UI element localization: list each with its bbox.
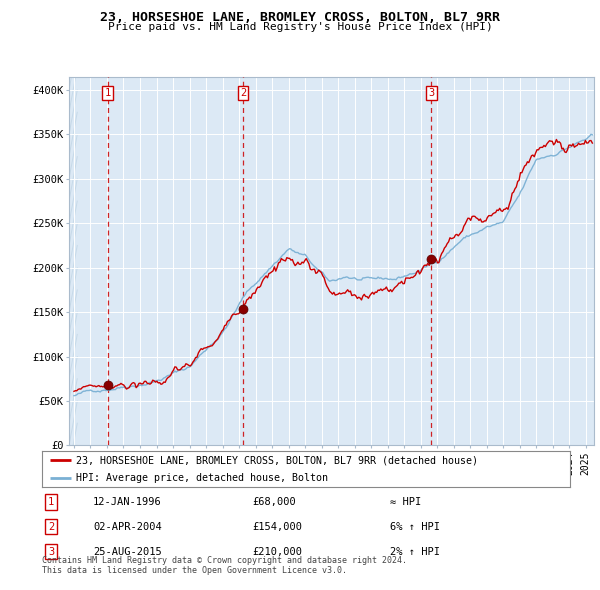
Text: 2% ↑ HPI: 2% ↑ HPI [390, 547, 440, 556]
Text: 25-AUG-2015: 25-AUG-2015 [93, 547, 162, 556]
Text: 2: 2 [48, 522, 54, 532]
Text: 6% ↑ HPI: 6% ↑ HPI [390, 522, 440, 532]
Text: 23, HORSESHOE LANE, BROMLEY CROSS, BOLTON, BL7 9RR (detached house): 23, HORSESHOE LANE, BROMLEY CROSS, BOLTO… [76, 455, 478, 465]
Text: Price paid vs. HM Land Registry's House Price Index (HPI): Price paid vs. HM Land Registry's House … [107, 22, 493, 32]
Text: HPI: Average price, detached house, Bolton: HPI: Average price, detached house, Bolt… [76, 473, 328, 483]
Text: £210,000: £210,000 [252, 547, 302, 556]
Text: £68,000: £68,000 [252, 497, 296, 507]
Text: 3: 3 [48, 547, 54, 556]
Text: 02-APR-2004: 02-APR-2004 [93, 522, 162, 532]
Text: Contains HM Land Registry data © Crown copyright and database right 2024.
This d: Contains HM Land Registry data © Crown c… [42, 556, 407, 575]
Text: 12-JAN-1996: 12-JAN-1996 [93, 497, 162, 507]
Text: ≈ HPI: ≈ HPI [390, 497, 421, 507]
Text: 23, HORSESHOE LANE, BROMLEY CROSS, BOLTON, BL7 9RR: 23, HORSESHOE LANE, BROMLEY CROSS, BOLTO… [100, 11, 500, 24]
Text: 1: 1 [48, 497, 54, 507]
Text: 2: 2 [240, 88, 246, 99]
Text: 1: 1 [104, 88, 111, 99]
Text: £154,000: £154,000 [252, 522, 302, 532]
Text: 3: 3 [428, 88, 434, 99]
